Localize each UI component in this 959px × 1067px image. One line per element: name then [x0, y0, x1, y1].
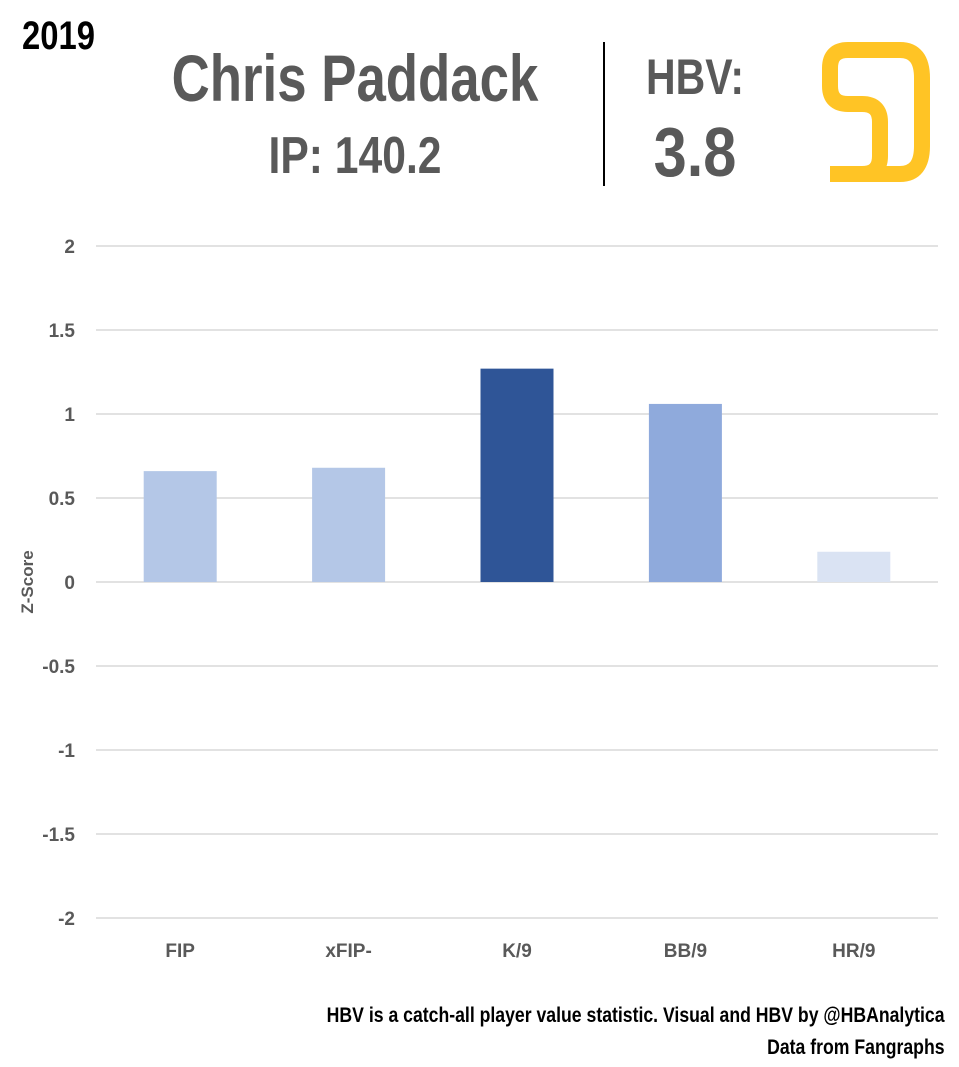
- y-axis-ticks: 2 1.5 1 0.5 0 -0.5 -1 -1.5 -2: [42, 237, 75, 930]
- y-tick-label: -1.5: [42, 825, 75, 846]
- padres-sd-logo: [822, 42, 930, 182]
- hbv-value: 3.8: [653, 113, 737, 191]
- y-tick-label: 1.5: [49, 321, 76, 342]
- bar-k-9: [480, 368, 554, 582]
- y-tick-label: -2: [58, 909, 75, 930]
- x-category-label: FIP: [165, 941, 195, 962]
- year-label: 2019: [22, 14, 95, 58]
- hbv-label: HBV:: [646, 49, 744, 105]
- x-category-label: K/9: [502, 941, 532, 962]
- y-tick-label: 1: [64, 405, 75, 426]
- bar-chart: 2 1.5 1 0.5 0 -0.5 -1 -1.5 -2 FIP xFIP- K/9 BB/9 HR/…: [18, 237, 938, 962]
- x-category-label: HR/9: [832, 941, 875, 962]
- bar-fip: [143, 471, 217, 582]
- y-tick-label: -0.5: [42, 657, 75, 678]
- player-name: Chris Paddack: [171, 41, 539, 115]
- footer-line-1: HBV is a catch-all player value statisti…: [327, 1004, 945, 1027]
- bar-bb-9: [648, 403, 722, 582]
- y-tick-label: 0.5: [49, 489, 76, 510]
- bar-hr-9: [817, 551, 891, 582]
- x-category-label: xFIP-: [325, 941, 371, 962]
- innings-pitched: IP: 140.2: [268, 127, 442, 185]
- y-tick-label: 0: [64, 573, 75, 594]
- x-category-label: BB/9: [664, 941, 707, 962]
- y-axis-title: Z-Score: [18, 550, 37, 613]
- footer-credits: HBV is a catch-all player value statisti…: [327, 1000, 945, 1064]
- y-tick-label: 2: [64, 237, 75, 258]
- bar-xfip: [312, 467, 386, 582]
- x-axis-categories: FIP xFIP- K/9 BB/9 HR/9: [165, 941, 875, 962]
- logo-d-shape: [862, 42, 930, 182]
- footer-line-2: Data from Fangraphs: [767, 1036, 945, 1059]
- y-tick-label: -1: [58, 741, 75, 762]
- bars: [143, 368, 891, 582]
- logo-s-shape: [822, 42, 888, 182]
- header-divider: [603, 42, 605, 186]
